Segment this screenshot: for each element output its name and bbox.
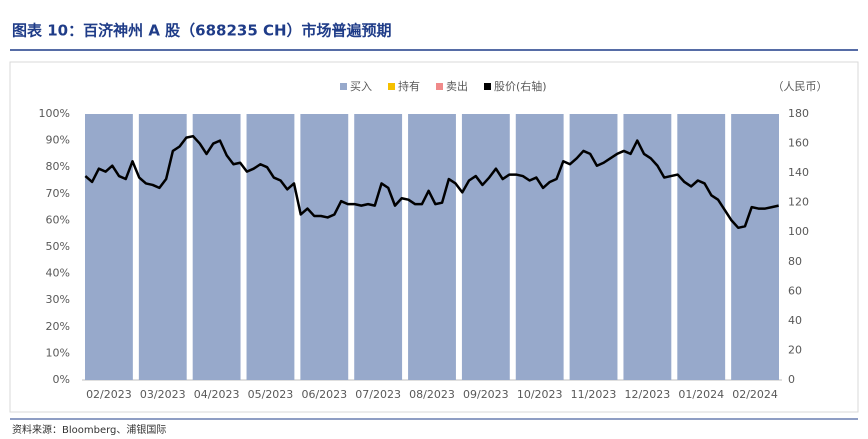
x-tick-label: 09/2023 — [463, 388, 509, 401]
y2-tick-label: 180 — [788, 107, 809, 120]
frame — [9, 61, 859, 413]
y2-tick-label: 120 — [788, 196, 809, 209]
y2-tick-label: 160 — [788, 137, 809, 150]
x-tick-label: 12/2023 — [625, 388, 671, 401]
y2-tick-label: 40 — [788, 314, 802, 327]
bar — [677, 114, 726, 380]
y-tick-label: 70% — [46, 187, 70, 200]
bar — [408, 114, 456, 380]
bar — [300, 114, 349, 380]
x-tick-label: 03/2023 — [140, 388, 186, 401]
bar — [85, 114, 133, 380]
x-tick-label: 01/2024 — [678, 388, 724, 401]
legend-swatch — [484, 83, 491, 90]
chart-title: 图表 10：百济神州 A 股（688235 CH）市场普遍预期 — [12, 22, 392, 40]
legend-label: 持有 — [398, 79, 420, 93]
bar — [569, 114, 618, 380]
y2-tick-label: 60 — [788, 284, 802, 297]
bar — [623, 114, 672, 380]
y-tick-label: 20% — [46, 320, 70, 333]
bar — [461, 114, 510, 380]
y-tick-label: 90% — [46, 134, 70, 147]
y-tick-label: 100% — [39, 107, 70, 120]
y-tick-label: 0% — [53, 373, 70, 386]
x-tick-label: 05/2023 — [248, 388, 294, 401]
price-line — [84, 134, 779, 230]
y-tick-label: 80% — [46, 160, 70, 173]
y-tick-label: 40% — [46, 267, 70, 280]
legend-label: 卖出 — [446, 79, 468, 93]
x-tick-label: 06/2023 — [301, 388, 347, 401]
y-tick-label: 30% — [46, 293, 70, 306]
x-tick-label: 07/2023 — [355, 388, 401, 401]
source: 资料来源：Bloomberg、浦银国际 — [12, 423, 166, 435]
bar — [354, 114, 403, 380]
y2-tick-label: 80 — [788, 255, 802, 268]
y-tick-label: 50% — [46, 240, 70, 253]
bar — [138, 114, 187, 380]
y2-tick-label: 20 — [788, 343, 802, 356]
bar — [246, 114, 295, 380]
y2-tick-label: 100 — [788, 225, 809, 238]
y-tick-label: 10% — [46, 346, 70, 359]
legend-swatch — [436, 83, 443, 90]
bar — [192, 114, 241, 380]
y2-label: （人民币） — [773, 80, 828, 93]
bar — [515, 114, 564, 380]
legend-label: 买入 — [350, 80, 372, 93]
y2-tick-label: 140 — [788, 166, 809, 179]
x-tick-label: 08/2023 — [409, 388, 455, 401]
x-tick-label: 04/2023 — [194, 388, 240, 401]
legend-swatch — [340, 83, 347, 90]
x-tick-label: 11/2023 — [571, 388, 617, 401]
legend-label: 股价(右轴) — [494, 79, 547, 93]
x-tick-label: 02/2024 — [732, 388, 778, 401]
y-tick-label: 60% — [46, 213, 70, 226]
bar — [731, 114, 779, 380]
x-tick-label: 10/2023 — [517, 388, 563, 401]
legend-swatch — [388, 83, 395, 90]
y2-tick-label: 0 — [788, 373, 795, 386]
x-tick-label: 02/2023 — [86, 388, 132, 401]
